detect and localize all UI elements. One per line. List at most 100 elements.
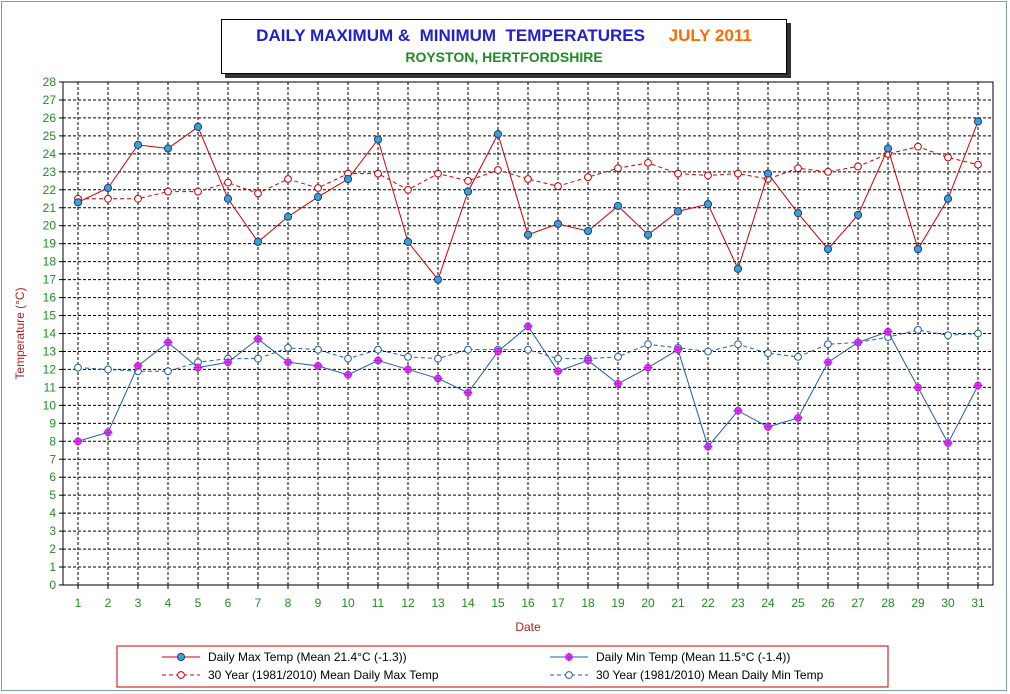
data-point: [763, 422, 773, 432]
data-point: [944, 153, 952, 162]
x-tick-label: 15: [491, 596, 505, 610]
x-tick-label: 27: [851, 596, 865, 610]
data-point: [554, 354, 562, 363]
data-point: [914, 142, 922, 151]
data-point: [284, 343, 292, 352]
data-point: [943, 438, 953, 448]
data-point: [614, 352, 622, 361]
data-point: [463, 388, 473, 398]
data-point: [643, 363, 653, 373]
data-point: [74, 363, 82, 372]
data-point: [464, 345, 472, 354]
data-point: [104, 365, 112, 374]
y-tick-label: 21: [43, 201, 57, 215]
y-tick-label: 5: [49, 488, 56, 502]
series-2: [73, 321, 983, 452]
y-tick-label: 9: [49, 416, 56, 430]
y-tick-label: 2: [49, 542, 56, 556]
data-point: [823, 244, 833, 254]
y-tick-label: 4: [49, 506, 56, 520]
data-point: [644, 158, 652, 167]
plot-border: [62, 81, 994, 586]
data-point: [133, 361, 143, 371]
legend-item: Daily Max Temp (Mean 21.4°C (-1.3)): [162, 650, 407, 664]
data-point: [283, 212, 293, 221]
data-point: [824, 340, 832, 349]
data-point: [673, 207, 683, 216]
data-point: [734, 340, 742, 349]
data-point: [494, 166, 502, 174]
y-tick-label: 28: [43, 75, 57, 89]
data-point: [164, 367, 172, 376]
data-point: [193, 363, 203, 373]
data-point: [614, 164, 622, 173]
data-point: [914, 326, 922, 334]
data-point: [493, 129, 503, 139]
series-1: [73, 117, 983, 284]
x-tick-label: 17: [551, 596, 565, 610]
data-point: [434, 169, 442, 178]
data-point: [373, 135, 383, 144]
data-point: [824, 167, 832, 176]
data-point: [254, 189, 262, 198]
y-tick-label: 25: [43, 129, 57, 143]
data-point: [73, 198, 83, 207]
data-point: [463, 187, 473, 196]
data-point: [403, 364, 413, 374]
x-tick-label: 22: [701, 596, 715, 610]
x-tick-label: 20: [641, 596, 655, 610]
y-tick-label: 13: [43, 344, 57, 358]
data-point: [913, 244, 923, 254]
x-tick-label: 12: [401, 596, 415, 610]
data-point: [373, 355, 383, 365]
data-point: [943, 194, 953, 203]
y-tick-label: 23: [43, 165, 57, 179]
data-point: [283, 357, 293, 367]
y-tick-label: 19: [43, 237, 57, 251]
data-point: [523, 230, 533, 239]
data-point: [583, 227, 593, 236]
data-point: [253, 237, 263, 246]
data-point: [944, 331, 952, 340]
data-point: [314, 184, 322, 192]
data-point: [284, 175, 292, 183]
y-tick-label: 15: [43, 309, 57, 323]
data-point: [883, 144, 893, 153]
y-tick-label: 26: [43, 111, 57, 125]
legend: Daily Max Temp (Mean 21.4°C (-1.3)) Daily…: [116, 645, 889, 688]
data-point: [703, 442, 713, 452]
data-point: [763, 169, 773, 178]
x-tick-label: 13: [431, 596, 445, 610]
data-point: [974, 160, 982, 169]
x-tick-label: 4: [165, 596, 172, 610]
legend-label: 30 Year (1981/2010) Mean Daily Max Temp: [208, 668, 439, 682]
x-tick-label: 16: [521, 596, 535, 610]
x-tick-label: 14: [461, 596, 475, 610]
y-tick-label: 12: [43, 362, 57, 376]
data-point: [434, 354, 442, 363]
data-point: [253, 334, 263, 344]
data-point: [613, 201, 623, 211]
y-tick-label: 16: [43, 291, 57, 305]
data-point: [853, 337, 863, 347]
data-point: [313, 192, 323, 202]
y-tick-label: 27: [43, 93, 57, 107]
data-point: [163, 144, 173, 153]
data-point: [524, 345, 532, 354]
data-point: [704, 347, 712, 356]
legend-label: 30 Year (1981/2010) Mean Daily Min Temp: [596, 668, 824, 682]
chart-subtitle: ROYSTON, HERTFORDSHIRE: [405, 49, 603, 65]
y-tick-label: 20: [43, 219, 57, 233]
data-point: [313, 361, 323, 371]
data-point: [223, 357, 233, 367]
x-tick-label: 5: [195, 596, 202, 610]
x-tick-label: 25: [791, 596, 805, 610]
data-point: [193, 122, 203, 132]
chart-title: DAILY MAXIMUM & MINIMUM TEMPERATURES: [256, 26, 645, 45]
x-tick-label: 31: [971, 596, 985, 610]
data-point: [764, 349, 772, 358]
data-point: [433, 373, 443, 383]
y-tick-label: 18: [43, 255, 57, 269]
data-point: [134, 194, 142, 203]
